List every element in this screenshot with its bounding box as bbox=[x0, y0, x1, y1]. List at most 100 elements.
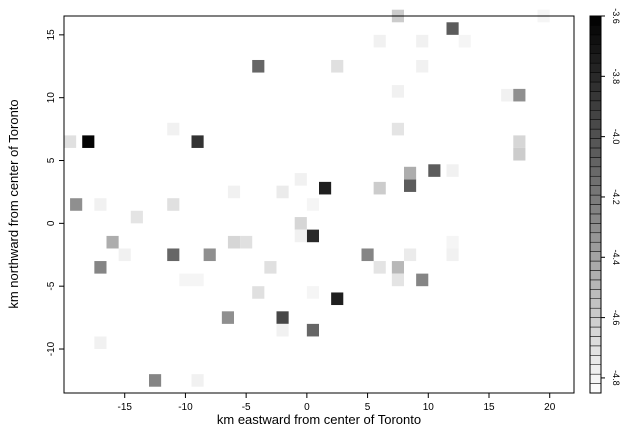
colorbar-swatch bbox=[589, 44, 602, 54]
colorbar-swatch bbox=[589, 25, 602, 36]
colorbar-swatch bbox=[589, 223, 602, 234]
colorbar-swatch bbox=[589, 166, 602, 177]
heatmap-cell bbox=[179, 273, 192, 287]
heatmap-cell bbox=[513, 135, 526, 148]
colorbar-swatch bbox=[589, 128, 602, 139]
colorbar-swatch bbox=[589, 345, 602, 356]
heatmap-cell bbox=[203, 248, 216, 262]
colorbar-swatch bbox=[589, 194, 602, 205]
heatmap-cell bbox=[361, 248, 374, 262]
colorbar-swatch bbox=[589, 307, 602, 318]
y-tick-label: -5 bbox=[46, 281, 57, 290]
heatmap-cell bbox=[446, 248, 459, 262]
x-tick-label: 10 bbox=[423, 402, 435, 413]
heatmap-cell bbox=[227, 235, 241, 249]
x-tick-label: 5 bbox=[365, 402, 371, 413]
colorbar-swatch bbox=[589, 289, 602, 300]
heatmap-cell bbox=[373, 34, 386, 48]
colorbar-swatch bbox=[589, 355, 602, 365]
heatmap-cell bbox=[404, 166, 417, 180]
colorbar-swatch bbox=[589, 251, 602, 262]
heatmap-cell bbox=[416, 59, 429, 73]
heatmap-cell bbox=[513, 88, 526, 102]
colorbar-swatch bbox=[589, 91, 602, 102]
colorbar-swatch bbox=[589, 241, 602, 252]
heatmap-cell bbox=[94, 336, 107, 350]
colorbar-swatch bbox=[589, 138, 602, 149]
x-tick-label: -15 bbox=[117, 402, 132, 413]
heatmap-cell bbox=[306, 198, 319, 211]
heatmap-cell bbox=[191, 273, 204, 287]
colorbar-swatch bbox=[589, 260, 602, 271]
y-tick-label: 10 bbox=[46, 92, 57, 104]
heatmap-cell bbox=[118, 248, 131, 262]
heatmap-cell bbox=[391, 85, 404, 98]
colorbar-swatch bbox=[589, 364, 602, 375]
heatmap-cell bbox=[306, 286, 319, 299]
heatmap-cell bbox=[149, 374, 162, 387]
heatmap-cell bbox=[294, 217, 307, 230]
heatmap-cell bbox=[331, 59, 344, 73]
heatmap-cell bbox=[167, 248, 180, 262]
x-tick-label: 15 bbox=[483, 402, 495, 413]
colorbar-swatch bbox=[589, 336, 602, 347]
colorbar-tick-label: -4.8 bbox=[611, 370, 621, 386]
x-tick-label: 20 bbox=[544, 402, 556, 413]
heatmap-cell bbox=[94, 261, 107, 274]
heatmap-cell bbox=[416, 34, 429, 48]
x-tick-label: -10 bbox=[178, 402, 193, 413]
x-axis-label: km eastward from center of Toronto bbox=[217, 412, 421, 427]
heatmap-cell bbox=[70, 198, 83, 211]
colorbar-swatch bbox=[589, 34, 602, 45]
colorbar-tick-label: -4.4 bbox=[611, 250, 621, 266]
colorbar-swatch bbox=[589, 175, 602, 186]
y-tick-label: -10 bbox=[46, 341, 57, 356]
y-axis: -10 -5 0 5 10 15 bbox=[46, 29, 64, 356]
x-axis: -15 -10 -5 0 5 10 15 20 bbox=[117, 393, 556, 413]
y-tick-label: 5 bbox=[46, 157, 57, 163]
heatmap-cell bbox=[167, 122, 180, 136]
heatmap-cell bbox=[294, 173, 307, 186]
heatmap-cell bbox=[276, 311, 289, 324]
heatmap-cell bbox=[306, 229, 319, 243]
colorbar-tick-label: -3.8 bbox=[611, 69, 621, 85]
heatmap-cell bbox=[404, 179, 417, 192]
colorbar-swatch bbox=[589, 72, 602, 83]
colorbar-swatch bbox=[589, 298, 602, 309]
heatmap-cell bbox=[428, 164, 441, 177]
colorbar-swatch bbox=[589, 279, 602, 290]
heatmap-cell bbox=[416, 273, 429, 287]
heatmap-cell bbox=[446, 164, 459, 177]
x-tick-label: -5 bbox=[242, 402, 251, 413]
colorbar-swatch bbox=[589, 326, 602, 337]
y-tick-label: 0 bbox=[46, 220, 57, 226]
heatmap-cell bbox=[227, 185, 241, 199]
colorbar-swatch bbox=[589, 100, 602, 111]
colorbar-swatch bbox=[589, 317, 602, 328]
plot-frame bbox=[63, 15, 575, 394]
heatmap-cell bbox=[130, 210, 143, 224]
colorbar-swatch bbox=[589, 147, 602, 158]
colorbar-swatch bbox=[589, 185, 602, 196]
heatmap-cell bbox=[82, 135, 95, 148]
colorbar-swatch bbox=[589, 232, 602, 243]
heatmap-cell bbox=[373, 181, 386, 195]
x-tick-label: 0 bbox=[304, 402, 310, 413]
heatmap-cell bbox=[446, 235, 459, 249]
colorbar-tick-label: -3.6 bbox=[611, 8, 621, 24]
heatmap-cell bbox=[446, 22, 459, 35]
heatmap-cell bbox=[64, 135, 77, 148]
colorbar-tick-label: -4.0 bbox=[611, 129, 621, 145]
heatmap-cell bbox=[391, 261, 404, 274]
heatmap-cell bbox=[276, 323, 289, 337]
colorbar-swatch bbox=[589, 157, 602, 168]
heatmap-cell bbox=[331, 292, 344, 306]
colorbar-tick-label: -4.2 bbox=[611, 189, 621, 205]
heatmap-cell bbox=[191, 374, 204, 387]
heatmap-cell bbox=[294, 229, 307, 243]
heatmap-cell bbox=[319, 181, 332, 195]
heatmap-cell bbox=[240, 235, 253, 249]
colorbar-swatch bbox=[589, 110, 602, 120]
colorbar-swatch bbox=[589, 15, 602, 26]
heatmap-cell bbox=[501, 88, 514, 102]
